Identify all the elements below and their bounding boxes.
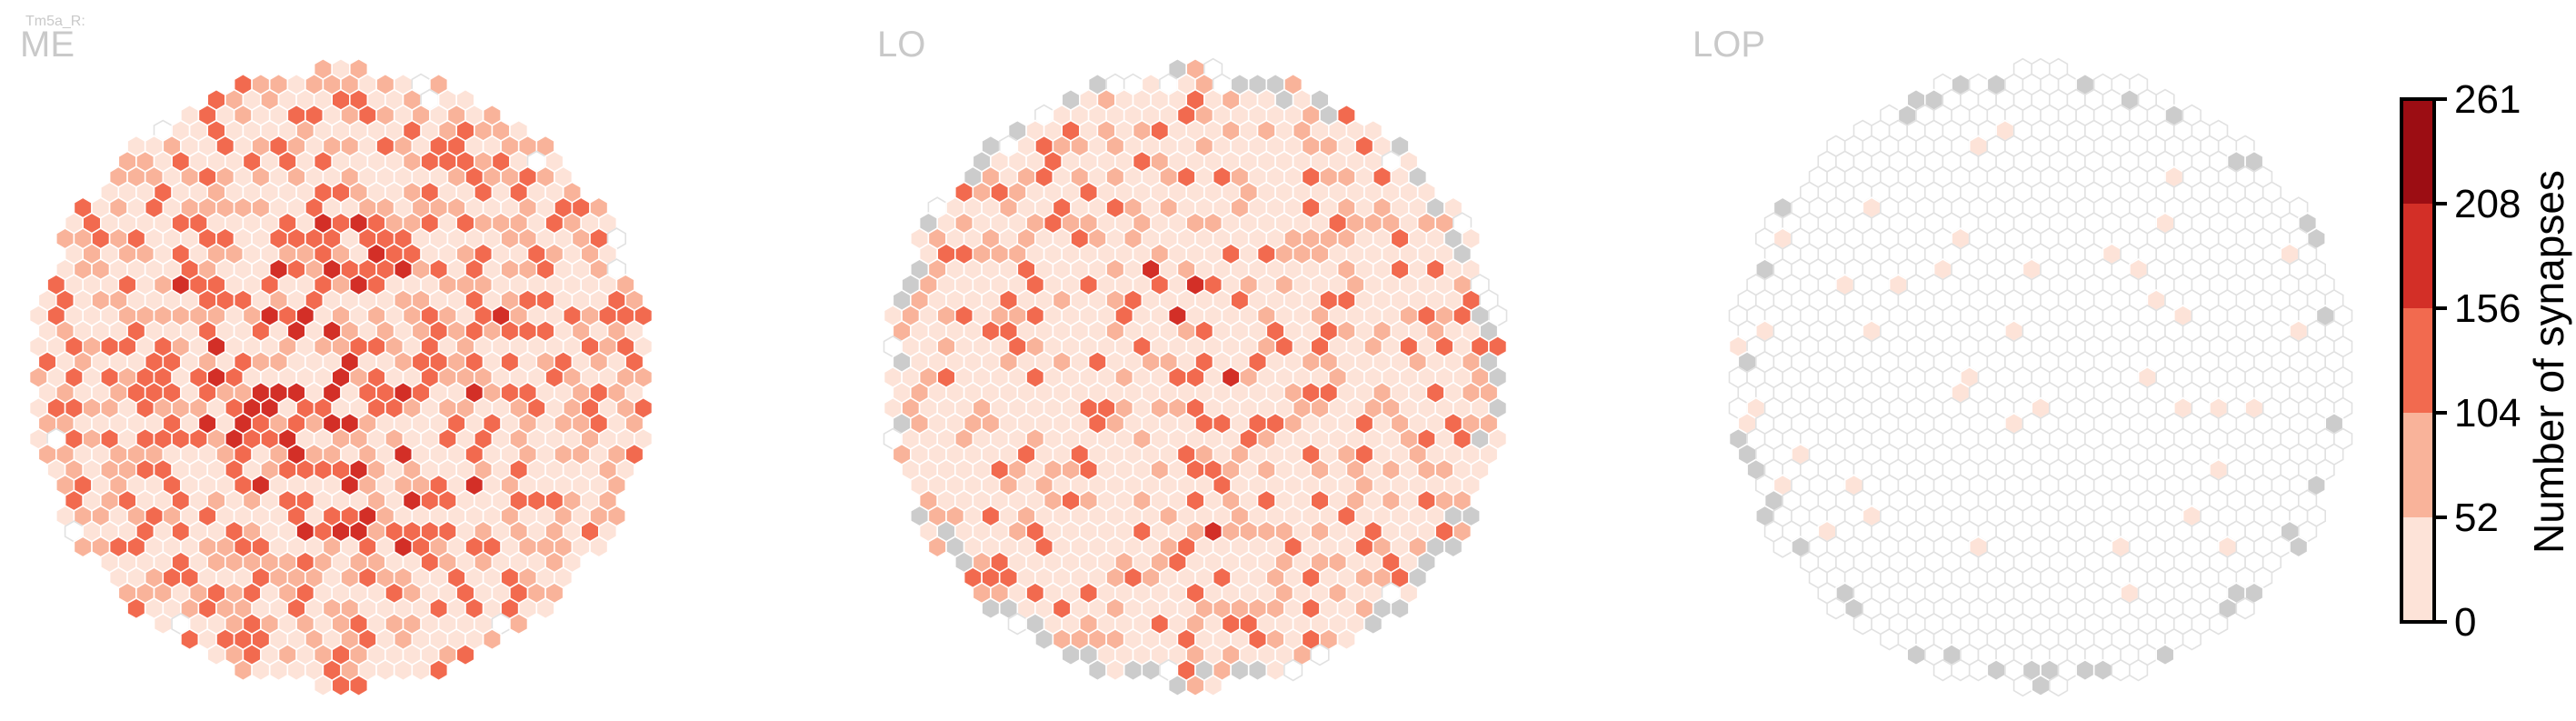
hex-cell	[2155, 643, 2175, 666]
hex-cell	[73, 536, 93, 558]
colorbar-tick-label: 0	[2454, 600, 2476, 645]
hex-cell	[1826, 597, 1846, 620]
hex-cell	[1123, 658, 1143, 682]
hex-cell	[206, 643, 226, 666]
hex-cell	[981, 597, 1001, 620]
colorbar-tick-label: 156	[2454, 286, 2521, 331]
colorbar-segment	[2401, 99, 2434, 204]
neuron-label: Tm5a_R:	[25, 14, 85, 29]
colorbar-frame	[2400, 97, 2436, 624]
hex-cell	[1061, 643, 1081, 666]
colorbar-title: Number of synapses	[2525, 170, 2572, 554]
hex-cell	[1390, 597, 1410, 620]
hex-cell	[535, 597, 555, 620]
hex-cell	[126, 597, 146, 620]
hex-cell	[455, 643, 475, 666]
hex-cell	[429, 658, 449, 682]
panel-lo: LO	[877, 25, 1508, 697]
hex-cell	[1247, 658, 1268, 682]
hex-cell	[589, 536, 609, 558]
hex-cell	[1968, 658, 1989, 682]
hex-cell	[1986, 658, 2006, 682]
hex-cell	[313, 674, 334, 697]
colorbar-segment	[2401, 308, 2434, 413]
hex-cell	[1230, 658, 1250, 682]
hex-cell	[331, 674, 351, 697]
hex-cell	[375, 658, 395, 682]
colorbar-tick-label: 208	[2454, 182, 2521, 226]
hex-cell	[1932, 658, 1952, 682]
colorbar-segment	[2401, 517, 2434, 622]
hex-cell	[348, 674, 369, 697]
hex-cell	[482, 627, 502, 651]
colorbar-tick-label: 104	[2454, 391, 2521, 436]
colorbar-segment	[2401, 413, 2434, 517]
panel-lop: LOP	[1692, 25, 2353, 697]
hex-grid-lop	[1728, 57, 2353, 697]
hex-cell	[393, 658, 414, 682]
hex-cell	[1087, 658, 1107, 682]
colorbar-segments	[2401, 99, 2434, 622]
hex-cell	[509, 612, 529, 636]
hex-grid-lo	[883, 57, 1508, 697]
hex-cell	[1951, 658, 1971, 682]
hex-cell	[1007, 612, 1027, 636]
hex-cell	[1265, 658, 1285, 682]
hex-cell	[1310, 643, 1330, 666]
colorbar-tick-label: 52	[2454, 496, 2499, 540]
hex-cell	[411, 658, 431, 682]
hex-cell	[1034, 627, 1054, 651]
colorbar-segment	[2401, 204, 2434, 308]
panel-label-lop: LOP	[1692, 25, 1765, 65]
hex-cell	[1185, 674, 1205, 697]
hex-cell	[2031, 674, 2051, 697]
hex-cell	[1283, 658, 1303, 682]
panel-me: ME	[20, 25, 654, 697]
hex-cell	[1105, 658, 1125, 682]
hex-cell	[1443, 536, 1463, 558]
hex-cell	[1772, 536, 1792, 558]
hex-cell	[2111, 658, 2131, 682]
hex-cell	[233, 658, 253, 682]
hex-cell	[2075, 658, 2095, 682]
hex-cell	[2092, 658, 2113, 682]
hex-cell	[2012, 674, 2032, 697]
hex-cell	[1141, 658, 1161, 682]
hex-cell	[153, 612, 173, 636]
colorbar-tick-label: 261	[2454, 77, 2521, 122]
panel-label-me: ME	[20, 25, 75, 65]
hex-cell	[2235, 597, 2255, 620]
hex-cell	[2209, 612, 2229, 636]
hex-cell	[1880, 627, 1900, 651]
hex-cell	[180, 627, 200, 651]
hex-cell	[927, 536, 947, 558]
hex-cell	[286, 658, 306, 682]
colorbar-ticks: 0 52 104 156 208 261	[2434, 77, 2521, 645]
hex-cell	[2289, 536, 2309, 558]
hex-cell	[2049, 674, 2069, 697]
hex-cell	[1167, 674, 1187, 697]
hex-cell	[1336, 627, 1356, 651]
hex-cell	[1852, 612, 1872, 636]
hex-cell	[1203, 674, 1223, 697]
hex-grid-me	[28, 57, 654, 697]
colorbar: 0 52 104 156 208 261 Number of synapses	[2400, 77, 2572, 645]
hex-cell	[1906, 643, 1926, 666]
hex-cell	[2129, 658, 2149, 682]
hex-cell	[1363, 612, 1383, 636]
panel-label-lo: LO	[877, 25, 925, 65]
hex-cell	[251, 658, 271, 682]
hex-cell	[2182, 627, 2202, 651]
hex-cell	[268, 658, 289, 682]
